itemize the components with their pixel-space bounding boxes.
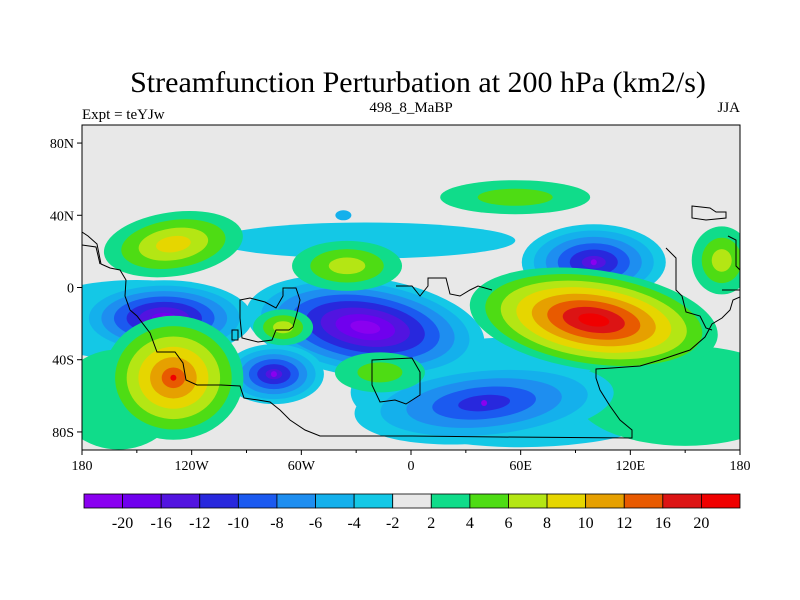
colorbar-label-1: -16 — [151, 515, 172, 532]
x-tick-label-2: 60W — [288, 459, 316, 474]
colorbar-swatch-2 — [160, 493, 201, 509]
y-tick-label-1: 40N — [50, 209, 74, 224]
contour-min-4-center — [481, 400, 488, 407]
coastline-australia — [371, 357, 421, 405]
colorbar-label-15: 20 — [693, 515, 709, 532]
colorbar-swatch-10 — [469, 493, 509, 509]
x-tick-label-1: 120W — [175, 459, 210, 474]
contour-max-9-band-1 — [477, 188, 553, 206]
contour-small-blob — [335, 210, 352, 221]
contour-band-north-blue — [215, 222, 516, 259]
coastline-west-edge-north — [82, 244, 101, 265]
y-axis: 80N 40N 0 40S 80S — [50, 137, 82, 441]
chart-title: Streamfunction Perturbation at 200 hPa (… — [130, 66, 706, 99]
coastline-north-segment — [396, 277, 493, 297]
x-tick-label-6: 180 — [730, 459, 751, 474]
contour-max-12-band-1 — [357, 362, 403, 383]
right-subtitle: JJA — [717, 100, 740, 116]
colorbar-swatch-16 — [701, 493, 741, 509]
y-tick-label-2: 0 — [67, 282, 74, 297]
colorbar-swatch-6 — [315, 493, 355, 509]
contour-max-11-band-2 — [273, 321, 294, 334]
coastlines — [82, 205, 740, 439]
contour-max-10-band-2 — [711, 249, 732, 272]
contour-max-7-band-3 — [156, 235, 191, 253]
colorbar-swatch-1 — [122, 493, 162, 509]
y-tick-label-3: 40S — [52, 354, 74, 369]
contour-max-5-center — [590, 317, 597, 323]
colorbar-swatch-8 — [392, 493, 432, 509]
coastline-right-edge — [722, 235, 740, 291]
colorbar-label-0: -20 — [112, 515, 133, 532]
contour-fields — [82, 180, 740, 450]
colorbar-swatch-5 — [276, 493, 316, 509]
x-axis: 180 120W 60W 0 60E 120E 180 — [72, 450, 751, 474]
plot-area — [81, 124, 741, 451]
center-subtitle: 498_8_MaBP — [369, 100, 452, 116]
colorbar-label-12: 10 — [578, 515, 594, 532]
left-subtitle: Expt = teYJw — [82, 107, 165, 123]
x-tick-label-4: 60E — [509, 459, 532, 474]
contour-max-8-band-2 — [328, 257, 366, 275]
colorbar-label-5: -6 — [309, 515, 322, 532]
colorbar-swatch-3 — [199, 493, 239, 509]
y-tick-label-0: 80N — [50, 137, 74, 152]
colorbar-swatch-15 — [662, 493, 702, 509]
colorbar-label-13: 12 — [616, 515, 632, 532]
colorbar-label-4: -8 — [270, 515, 283, 532]
contour-min-1-center — [362, 324, 369, 331]
coastline-small-island — [231, 329, 239, 341]
colorbar-label-9: 4 — [466, 515, 474, 532]
y-tick-label-4: 80S — [52, 426, 74, 441]
colorbar-label-6: -4 — [347, 515, 360, 532]
colorbar-label-3: -10 — [228, 515, 249, 532]
colorbar-label-7: -2 — [386, 515, 399, 532]
contour-min-2-center — [590, 259, 597, 266]
colorbar-swatch-9 — [430, 493, 471, 509]
contour-max-6-center — [170, 374, 177, 381]
x-tick-label-3: 0 — [408, 459, 415, 474]
colorbar-swatch-4 — [237, 493, 278, 509]
colorbar-label-11: 8 — [543, 515, 551, 532]
x-tick-label-0: 180 — [72, 459, 93, 474]
coastline-africa — [239, 287, 301, 343]
colorbar-swatch-0 — [83, 493, 123, 509]
colorbar-label-10: 6 — [504, 515, 512, 532]
contour-min-3-center — [270, 371, 277, 378]
colorbar-label-14: 16 — [655, 515, 671, 532]
coastline-south-america — [82, 231, 740, 439]
x-tick-label-5: 120E — [616, 459, 646, 474]
colorbar-label-2: -12 — [189, 515, 210, 532]
colorbar-swatch-11 — [508, 493, 548, 509]
colorbar-label-8: 2 — [427, 515, 435, 532]
coastline-east-asia — [665, 205, 727, 331]
colorbar-swatch-13 — [585, 493, 625, 509]
colorbar: -20 -16 -12 -10 -8 -6 -4 -2 2 4 6 8 10 12 16 20 — [83, 493, 741, 532]
colorbar-swatch-12 — [546, 493, 587, 509]
colorbar-swatch-7 — [353, 493, 394, 509]
colorbar-swatch-14 — [623, 493, 664, 509]
